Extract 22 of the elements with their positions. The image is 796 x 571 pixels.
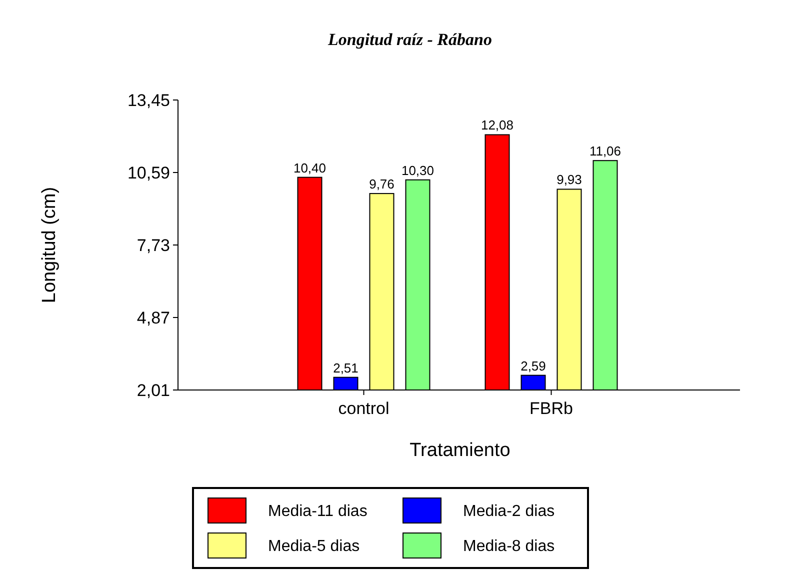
y-tick-label: 4,87 [136,308,170,328]
data-label: 2,59 [520,358,546,374]
legend-label: Media-5 dias [268,538,360,555]
data-label: 12,08 [480,118,514,133]
data-label: 2,51 [333,360,358,376]
legend-label: Media-8 dias [463,538,555,555]
x-tick-label: control [338,399,390,418]
y-tick-label: 10,59 [127,164,170,182]
y-axis-title: Longitud (cm) [39,186,60,304]
data-label: 10,30 [401,162,434,178]
y-tick-label: 2,01 [136,381,170,400]
legend-label: Media-11 dias [268,503,368,520]
data-label: 10,40 [293,160,326,176]
x-axis-title: Tratamiento [410,440,510,461]
data-label: 11,06 [589,144,622,159]
y-tick-label: 13,45 [127,91,170,110]
data-label: 9,76 [369,176,394,192]
y-tick-label: 7,73 [136,236,170,255]
chart-title: Longitud raíz - Rábano [327,30,492,49]
data-label: 9,93 [556,172,582,188]
x-tick-label: FBRb [530,399,573,418]
legend-label: Media-2 dias [463,503,555,520]
